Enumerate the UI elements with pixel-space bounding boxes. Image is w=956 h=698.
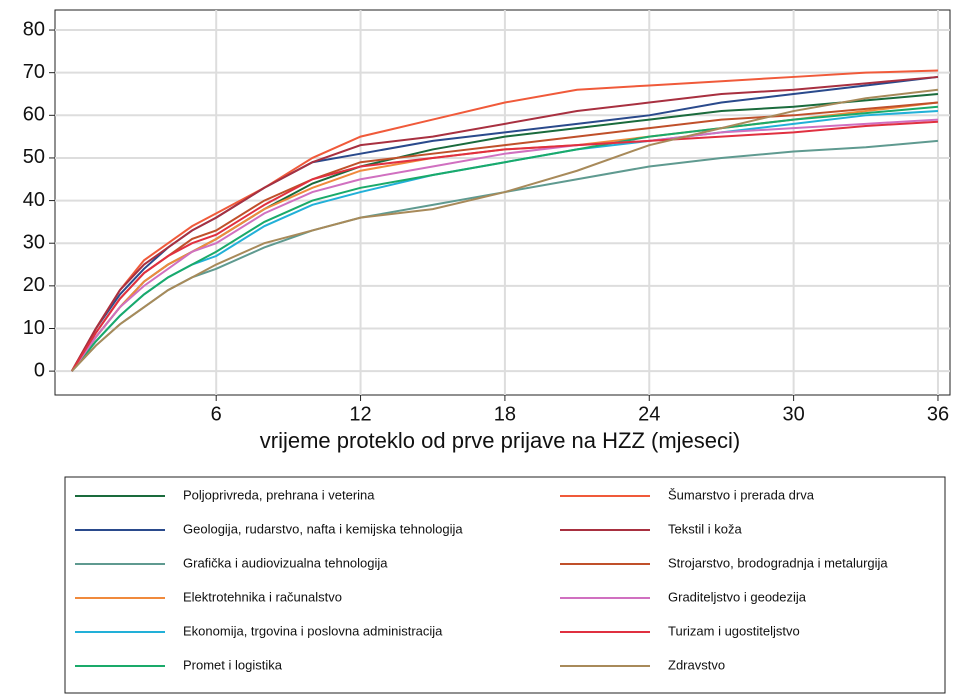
y-tick-label: 80 [23, 18, 45, 40]
x-tick-label: 6 [211, 403, 222, 425]
legend-label: Tekstil i koža [668, 521, 742, 536]
series-line [71, 118, 939, 372]
x-axis-label: vrijeme proteklo od prve prijave na HZZ … [260, 428, 741, 453]
y-tick-label: 10 [23, 317, 45, 339]
series-line [70, 75, 939, 372]
x-tick-label: 30 [782, 403, 804, 425]
series-line [71, 105, 939, 372]
x-tick-label: 12 [349, 403, 371, 425]
y-tick-label: 60 [23, 104, 45, 126]
series-line [71, 88, 939, 372]
legend-label: Grafička i audiovizualna tehnologija [183, 555, 388, 570]
y-tick-label: 50 [23, 146, 45, 168]
plot-area [54, 9, 951, 396]
legend-label: Zdravstvo [668, 657, 725, 672]
legend-label: Šumarstvo i prerada drva [668, 487, 815, 502]
series-line [70, 120, 939, 372]
y-tick-label: 30 [23, 231, 45, 253]
legend-label: Elektrotehnika i računalstvo [183, 589, 342, 604]
legend-label: Poljoprivreda, prehrana i veterina [183, 487, 375, 502]
series-line [70, 69, 938, 372]
legend-label: Geologija, rudarstvo, nafta i kemijska t… [183, 521, 463, 536]
y-tick-label: 20 [23, 274, 45, 296]
y-tick-label: 40 [23, 189, 45, 211]
y-tick-label: 0 [34, 359, 45, 381]
legend-label: Ekonomija, trgovina i poslovna administr… [183, 623, 443, 638]
x-tick-label: 36 [927, 403, 949, 425]
legend-label: Turizam i ugostiteljstvo [668, 623, 800, 638]
legend-label: Promet i logistika [183, 657, 283, 672]
legend-label: Graditeljstvo i geodezija [668, 589, 807, 604]
x-tick-label: 18 [494, 403, 516, 425]
y-tick-label: 70 [23, 61, 45, 83]
x-tick-label: 24 [638, 403, 660, 425]
legend [64, 476, 946, 694]
series-line [70, 75, 939, 372]
legend-label: Strojarstvo, brodogradnja i metalurgija [668, 555, 888, 570]
